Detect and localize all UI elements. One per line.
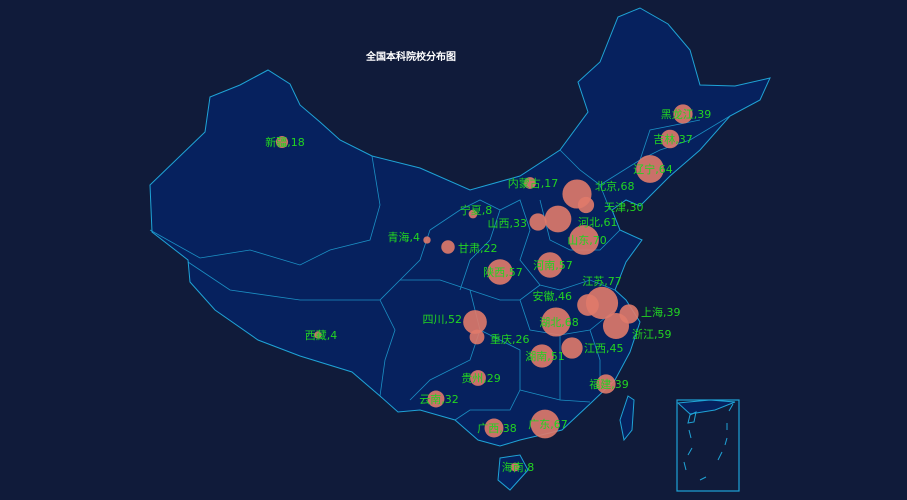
point-天津[interactable] <box>577 196 595 214</box>
point-黑龙江[interactable] <box>673 104 693 124</box>
point-贵州[interactable] <box>470 370 486 386</box>
point-label: 贵州,29 <box>461 372 501 385</box>
point-label: 新疆,18 <box>265 135 305 149</box>
point-山东[interactable] <box>569 225 599 255</box>
point-海南[interactable] <box>510 462 520 472</box>
point-label: 广东,67 <box>528 418 568 431</box>
point-青海[interactable] <box>423 236 431 244</box>
point-label: 上海,39 <box>641 305 681 319</box>
point-label: 四川,52 <box>423 313 463 326</box>
point-湖南[interactable] <box>530 344 554 368</box>
hainan <box>497 454 529 491</box>
point-label: 西藏,4 <box>305 329 338 342</box>
point-label: 河南,57 <box>533 259 573 272</box>
point-陕西[interactable] <box>487 259 513 285</box>
point-广东[interactable] <box>530 409 560 439</box>
point-内蒙古[interactable] <box>524 177 536 189</box>
point-浙江[interactable] <box>602 312 630 340</box>
point-label: 宁夏,8 <box>460 203 493 217</box>
point-label: 天津,30 <box>604 201 644 214</box>
taiwan <box>619 395 635 442</box>
scatter-points: 新疆,18 西藏,4 青海,4 甘肃,22 宁夏,8 内蒙古,17 陕西,57 四川,52 重庆… <box>265 104 711 474</box>
point-宁夏[interactable] <box>468 209 478 219</box>
point-云南[interactable] <box>427 390 445 408</box>
point-label: 陕西,57 <box>483 265 523 279</box>
point-label: 河北,61 <box>578 216 618 229</box>
point-label: 吉林,37 <box>653 132 693 146</box>
point-四川[interactable] <box>463 310 487 334</box>
point-label: 安徽,46 <box>533 289 573 303</box>
mainland <box>149 7 771 447</box>
point-湖北[interactable] <box>541 307 571 337</box>
point-辽宁[interactable] <box>636 155 664 183</box>
point-label: 江苏,77 <box>582 275 622 288</box>
point-label: 青海,4 <box>388 230 421 244</box>
point-河南[interactable] <box>537 252 563 278</box>
point-label: 重庆,26 <box>490 332 530 346</box>
point-label: 山东,70 <box>567 234 607 247</box>
point-西藏[interactable] <box>314 331 322 339</box>
point-label: 广西,38 <box>477 422 517 435</box>
point-label: 云南,32 <box>419 393 459 406</box>
point-福建[interactable] <box>596 374 616 394</box>
south-china-sea-inset <box>676 399 740 492</box>
point-label: 海南,8 <box>502 460 535 474</box>
point-江苏[interactable] <box>585 286 619 320</box>
point-label: 内蒙古,17 <box>508 176 559 190</box>
point-label: 北京,68 <box>595 179 635 193</box>
point-河北[interactable] <box>544 205 572 233</box>
point-label: 辽宁,64 <box>633 162 673 176</box>
point-label: 山西,33 <box>488 217 528 230</box>
point-重庆[interactable] <box>469 329 485 345</box>
point-甘肃[interactable] <box>441 240 455 254</box>
point-label: 黑龙江,39 <box>661 108 712 121</box>
point-label: 湖南,51 <box>525 350 565 363</box>
point-山西[interactable] <box>529 213 547 231</box>
point-label: 福建,39 <box>589 377 629 391</box>
map-title: 全国本科院校分布图 <box>366 52 456 63</box>
point-江西[interactable] <box>561 337 583 359</box>
point-label: 湖北,68 <box>539 316 579 329</box>
point-吉林[interactable] <box>660 129 680 149</box>
point-广西[interactable] <box>484 418 504 438</box>
point-新疆[interactable] <box>275 135 289 149</box>
point-label: 浙江,59 <box>632 328 672 341</box>
point-label: 江西,45 <box>584 342 624 355</box>
point-label: 甘肃,22 <box>458 242 498 255</box>
